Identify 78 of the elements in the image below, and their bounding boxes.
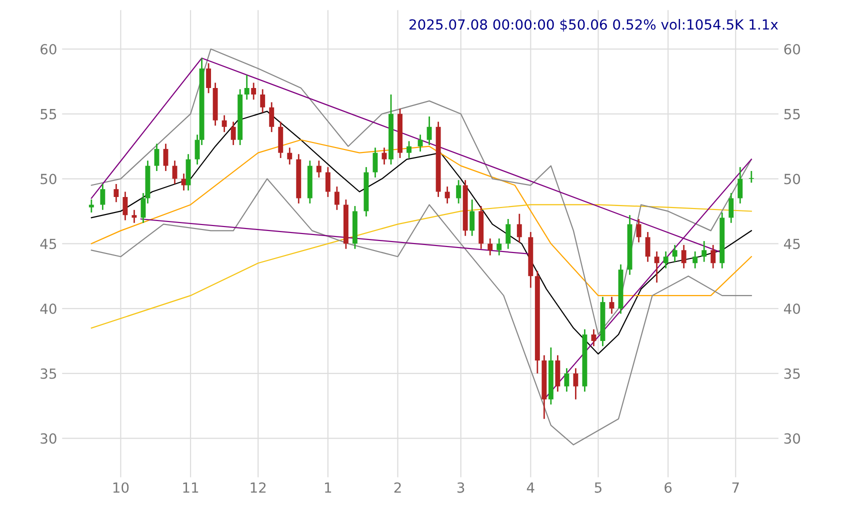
candlestick — [163, 143, 168, 172]
candlestick — [663, 250, 668, 270]
candlestick — [418, 134, 423, 152]
x-tick-label: 1 — [325, 482, 332, 493]
x-tick-label: 11 — [183, 482, 198, 493]
candlestick — [316, 160, 322, 178]
candlestick — [406, 140, 412, 159]
candlestick — [470, 198, 475, 237]
y-tick-label: 40 — [40, 304, 56, 314]
candlestick — [609, 296, 614, 314]
candlestick — [591, 328, 596, 347]
candlestick — [681, 244, 686, 270]
y2-tick-label: 50 — [784, 174, 800, 184]
candlestick — [132, 209, 137, 224]
candlestick — [88, 198, 94, 214]
candlestick — [456, 179, 462, 204]
candlestick — [334, 186, 340, 211]
y2-tick-label: 35 — [784, 368, 800, 379]
y-tick-label: 50 — [40, 174, 56, 184]
candlestick — [672, 244, 678, 263]
x-tick-label: 12 — [250, 482, 266, 493]
x-tick-label: 4 — [526, 482, 534, 493]
candlestick — [114, 183, 119, 203]
candlestick — [244, 74, 250, 100]
x-tick-label: 5 — [594, 482, 602, 493]
y2-tick-label: 55 — [784, 109, 800, 120]
candlestick — [251, 82, 256, 100]
candlestick — [100, 183, 106, 211]
candlestick — [710, 244, 716, 270]
candlestick — [702, 240, 707, 263]
candlestick — [573, 368, 578, 400]
x-tick-label: 3 — [457, 482, 464, 493]
candlestick — [444, 186, 450, 204]
candlestick — [172, 160, 178, 185]
candlestick — [154, 143, 160, 172]
candlestick — [748, 170, 754, 184]
candlestick — [382, 146, 387, 166]
x-tick-label: 7 — [732, 482, 739, 493]
candlestick — [260, 88, 266, 114]
y-tick-label: 45 — [40, 238, 56, 250]
line-series — [90, 110, 752, 355]
candlestick — [206, 62, 212, 94]
candlestick — [181, 172, 186, 192]
candlestick — [728, 192, 734, 224]
candlestick — [636, 218, 642, 244]
line-series — [90, 139, 752, 296]
candlestick — [325, 166, 330, 198]
candlestick — [506, 218, 511, 250]
candlestick — [426, 116, 432, 146]
candlestick — [287, 146, 292, 166]
line-series — [90, 48, 752, 336]
candlestick — [222, 114, 227, 133]
y-tick-label: 60 — [40, 44, 56, 54]
candlestick — [372, 146, 378, 178]
candlestick — [122, 191, 128, 221]
x-tick-label: 2 — [394, 482, 401, 493]
candlestick — [692, 250, 698, 270]
y2-tick-label: 45 — [784, 238, 800, 250]
line-series — [90, 204, 752, 329]
candlestick — [230, 120, 236, 146]
candlestick — [269, 102, 274, 133]
candlestick — [654, 250, 660, 284]
x-tick-label: 6 — [664, 482, 672, 493]
candlestick — [496, 238, 502, 256]
x-tick-label: 10 — [113, 482, 129, 493]
candlestick — [516, 213, 522, 244]
line-series — [90, 178, 752, 446]
y-tick-label: 55 — [40, 109, 56, 120]
y2-tick-label: 30 — [784, 433, 800, 444]
y-tick-label: 35 — [40, 368, 56, 379]
candlestick — [564, 368, 570, 392]
candlestick — [738, 166, 743, 204]
candlestick — [488, 238, 493, 256]
y-tick-label: 30 — [40, 433, 56, 444]
candlestick — [645, 231, 650, 263]
y2-tick-label: 60 — [784, 44, 800, 54]
text: 2025.07.08 00:00:00 $50.06 0.52% vol:1054.5K 1.1x — [409, 18, 778, 32]
y2-tick-label: 40 — [784, 304, 800, 314]
